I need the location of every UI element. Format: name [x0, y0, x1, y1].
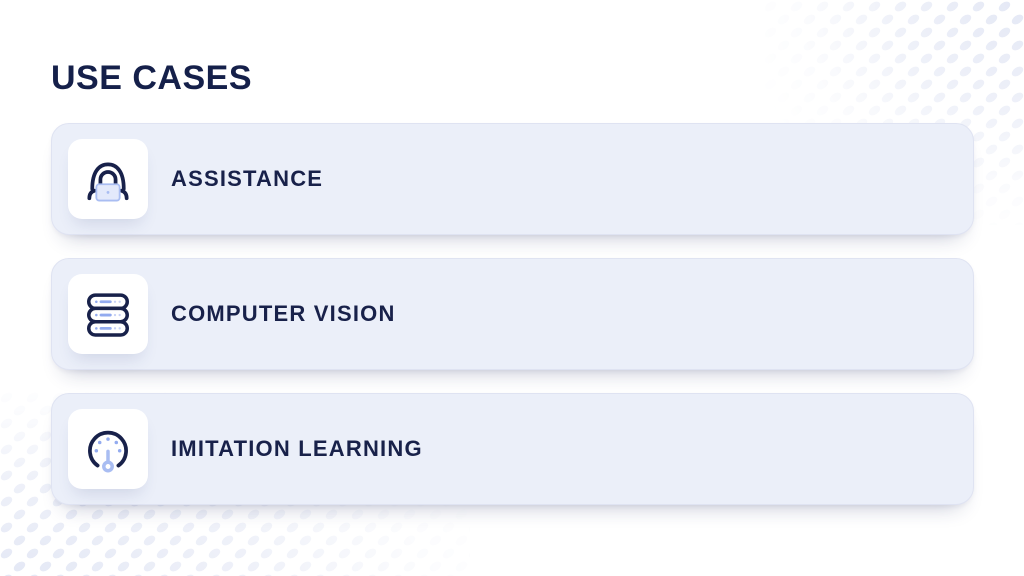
- use-case-label: COMPUTER VISION: [171, 301, 396, 326]
- use-case-label: ASSISTANCE: [171, 166, 324, 191]
- icon-tile: [68, 139, 148, 219]
- icon-tile: [68, 274, 148, 354]
- server-stack-icon: [87, 293, 129, 337]
- use-cases-list: ASSISTANCE: [51, 123, 974, 505]
- use-case-card-imitation-learning: IMITATION LEARNING: [51, 393, 974, 505]
- use-case-card-computer-vision: COMPUTER VISION: [51, 258, 974, 370]
- gauge-icon: [88, 430, 128, 473]
- use-case-card-assistance: ASSISTANCE: [51, 123, 974, 235]
- use-case-label: IMITATION LEARNING: [171, 436, 423, 461]
- icon-tile: [68, 409, 148, 489]
- person-headset-laptop-icon: [87, 162, 129, 202]
- page-title: USE CASES: [51, 59, 252, 97]
